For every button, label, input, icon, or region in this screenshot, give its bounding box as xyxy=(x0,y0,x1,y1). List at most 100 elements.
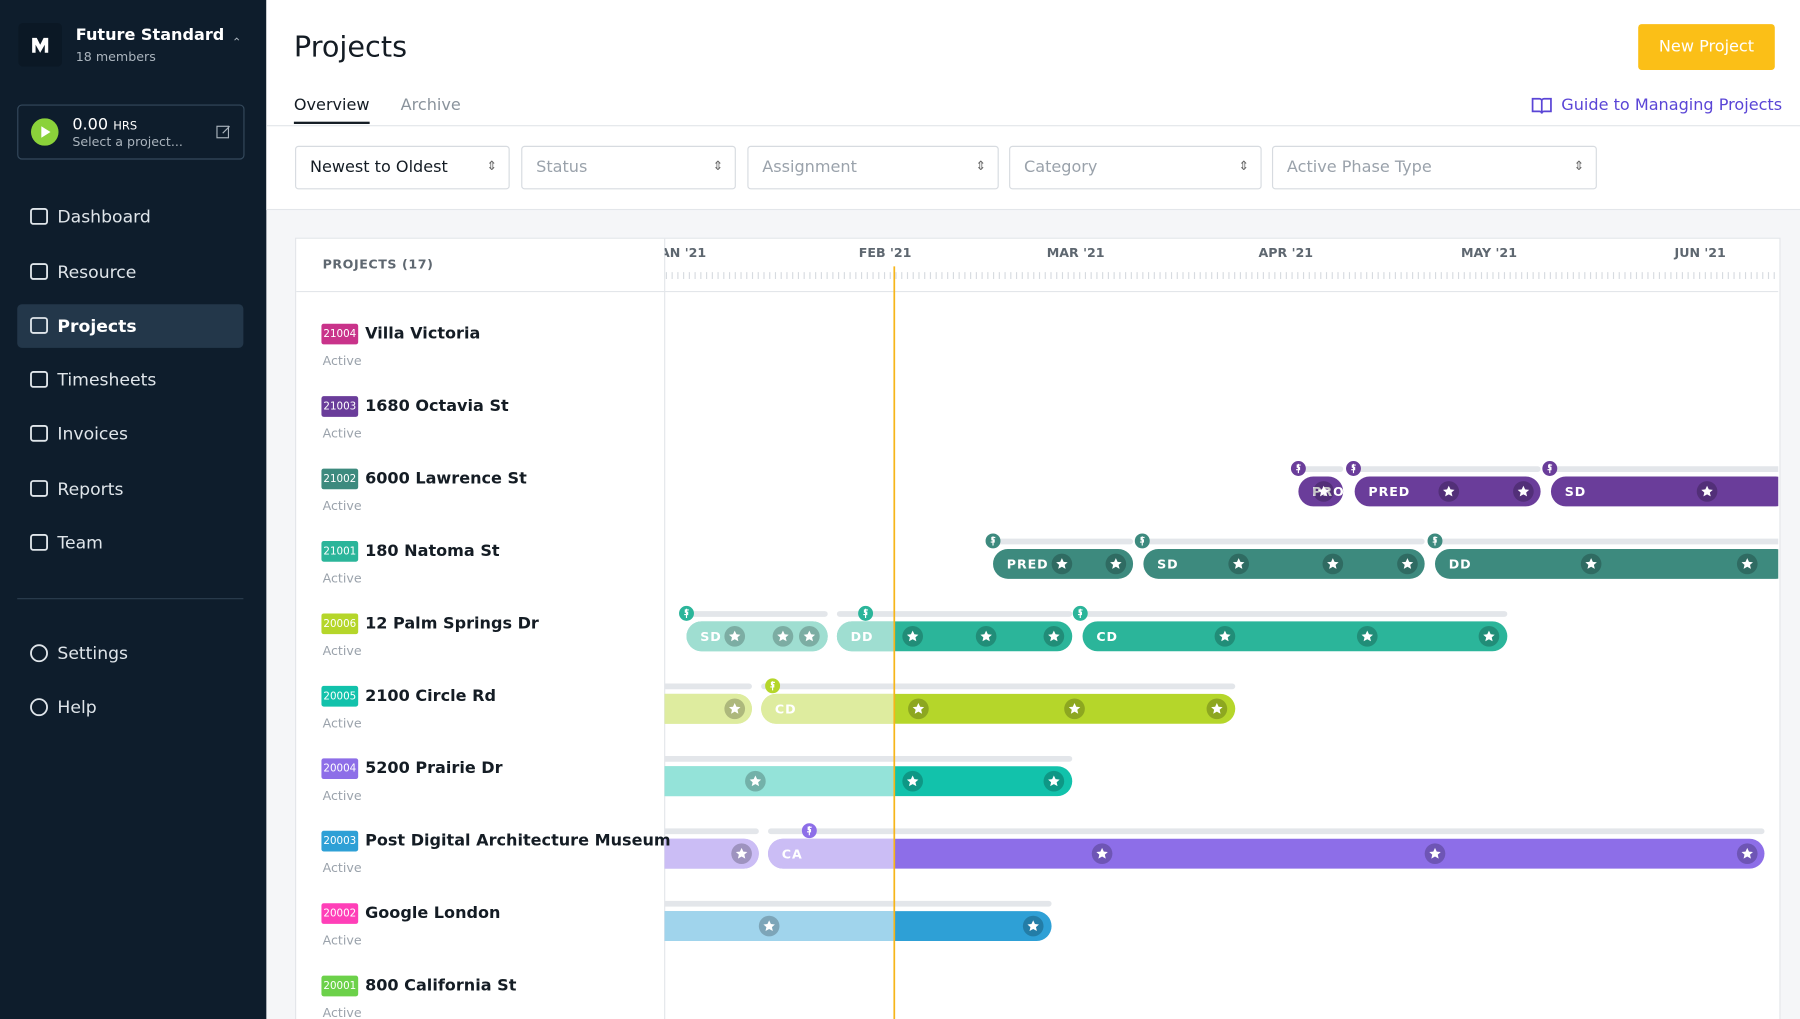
divider xyxy=(266,125,1800,127)
phase-track xyxy=(1082,611,1508,617)
project-code: 21002 xyxy=(323,473,356,485)
project-name[interactable]: 2100 Circle Rd xyxy=(365,686,496,705)
phase-track xyxy=(1435,538,1779,545)
milestone-star xyxy=(803,630,816,642)
project-name[interactable]: 1680 Octavia St xyxy=(365,396,509,415)
filter-dropdown[interactable]: Active Phase Type ⇕ xyxy=(1271,145,1597,190)
play-button[interactable] xyxy=(30,118,59,146)
phase-bar[interactable] xyxy=(1143,548,1425,579)
filter-dropdown[interactable]: Assignment ⇕ xyxy=(747,145,999,190)
chevron: ⇕ xyxy=(975,158,987,174)
milestone-star xyxy=(1232,558,1245,569)
phase-bar[interactable] xyxy=(1082,621,1508,652)
project-name[interactable]: 12 Palm Springs Dr xyxy=(365,613,539,632)
phase-track xyxy=(761,683,1236,690)
workspace-toggle[interactable]: ⌃ xyxy=(231,36,242,50)
milestone-star xyxy=(1517,485,1530,497)
phase-bar[interactable] xyxy=(1435,548,1791,579)
timer-unit: HRS xyxy=(113,120,138,134)
nav-item[interactable]: Help xyxy=(17,685,243,729)
chevron: ⇕ xyxy=(1238,158,1250,174)
nav-item[interactable]: Settings xyxy=(17,631,243,675)
phase-track xyxy=(993,538,1134,545)
nav-label: Resource xyxy=(57,261,137,283)
project-code: 20001 xyxy=(323,980,356,992)
milestone-star xyxy=(1219,630,1231,642)
milestone-star xyxy=(906,630,919,642)
nav-item[interactable]: Reports xyxy=(17,467,243,511)
fee-icon xyxy=(990,536,996,546)
nav-item[interactable]: Resource xyxy=(17,250,243,294)
phase-track xyxy=(1298,466,1344,472)
phase-track xyxy=(1143,538,1425,545)
phase-label: SD xyxy=(700,629,721,644)
nav-label: Projects xyxy=(57,315,137,337)
filter-dropdown[interactable]: Category ⇕ xyxy=(1009,145,1262,190)
milestone-star xyxy=(1317,485,1330,497)
month-label: APR '21 xyxy=(1259,245,1314,260)
milestone-star xyxy=(1401,558,1414,569)
project-name[interactable]: 5200 Prairie Dr xyxy=(365,758,503,777)
timer-prompt[interactable]: Select a project... xyxy=(72,134,183,150)
workspace-name[interactable]: Future Standard xyxy=(75,26,225,45)
project-name[interactable]: Post Digital Architecture Museum xyxy=(365,831,671,850)
phase-bar-past xyxy=(664,838,759,869)
tab-overview[interactable]: Overview xyxy=(293,96,370,124)
project-name[interactable]: 800 California St xyxy=(365,976,517,995)
milestone-star xyxy=(1096,847,1108,859)
new-project-button[interactable]: New Project xyxy=(1638,24,1775,71)
phase-bar-past xyxy=(761,693,895,724)
milestone-star xyxy=(1741,558,1753,569)
fee-icon xyxy=(1432,536,1438,546)
month-label: JAN '21 xyxy=(654,245,706,260)
nav-item[interactable]: Timesheets xyxy=(17,358,243,402)
project-name[interactable]: Google London xyxy=(365,903,500,922)
phase-bar[interactable] xyxy=(1550,476,1791,507)
phase-label: PRO xyxy=(1312,484,1344,499)
milestone-star xyxy=(1361,630,1374,642)
milestone-star xyxy=(912,703,925,714)
filter-dropdown[interactable]: Status ⇕ xyxy=(521,145,736,190)
milestone-star xyxy=(1701,485,1713,497)
phase-bar-past xyxy=(768,838,895,869)
phase-track xyxy=(686,611,828,617)
project-code: 21004 xyxy=(323,328,356,340)
fee-icon xyxy=(1139,536,1145,546)
phase-track xyxy=(664,683,752,690)
phase-bar[interactable] xyxy=(768,838,1765,869)
nav-item[interactable]: Projects xyxy=(17,304,244,348)
project-code: 21003 xyxy=(323,401,356,413)
project-status: Active xyxy=(323,788,362,803)
nav-item[interactable]: Team xyxy=(17,521,243,565)
milestone-star xyxy=(1048,775,1060,787)
project-code-badge xyxy=(321,468,359,490)
project-status: Active xyxy=(323,860,362,875)
project-code: 20004 xyxy=(323,763,356,775)
timer-hours: 0.00 xyxy=(72,115,109,135)
milestone-star xyxy=(1211,703,1223,714)
phase-label: DD xyxy=(851,629,874,644)
nav-item[interactable]: Dashboard xyxy=(17,195,243,239)
phase-label: CD xyxy=(775,701,797,716)
tab-archive[interactable]: Archive xyxy=(400,96,461,115)
milestone-star xyxy=(728,630,741,642)
project-name[interactable]: 6000 Lawrence St xyxy=(365,468,527,487)
phase-bar[interactable] xyxy=(836,621,1073,652)
filter-label: Assignment xyxy=(762,158,857,177)
nav-label: Settings xyxy=(57,642,129,664)
milestone-star xyxy=(1443,485,1455,497)
milestone-star xyxy=(906,775,919,787)
filter-dropdown[interactable]: Newest to Oldest ⇕ xyxy=(295,145,510,190)
edit-icon[interactable] xyxy=(216,124,232,140)
chevron: ⇕ xyxy=(712,158,724,174)
nav-item[interactable]: Invoices xyxy=(17,412,243,456)
project-name[interactable]: Villa Victoria xyxy=(365,324,480,343)
project-status: Active xyxy=(323,1005,362,1019)
timer: 0.00 HRS Select a project... xyxy=(17,104,245,160)
project-code-badge xyxy=(321,396,359,417)
phase-label: CA xyxy=(782,846,803,861)
guide-link[interactable]: Guide to Managing Projects xyxy=(1561,96,1783,115)
phase-track xyxy=(1550,466,1779,472)
project-name[interactable]: 180 Natoma St xyxy=(365,541,500,560)
